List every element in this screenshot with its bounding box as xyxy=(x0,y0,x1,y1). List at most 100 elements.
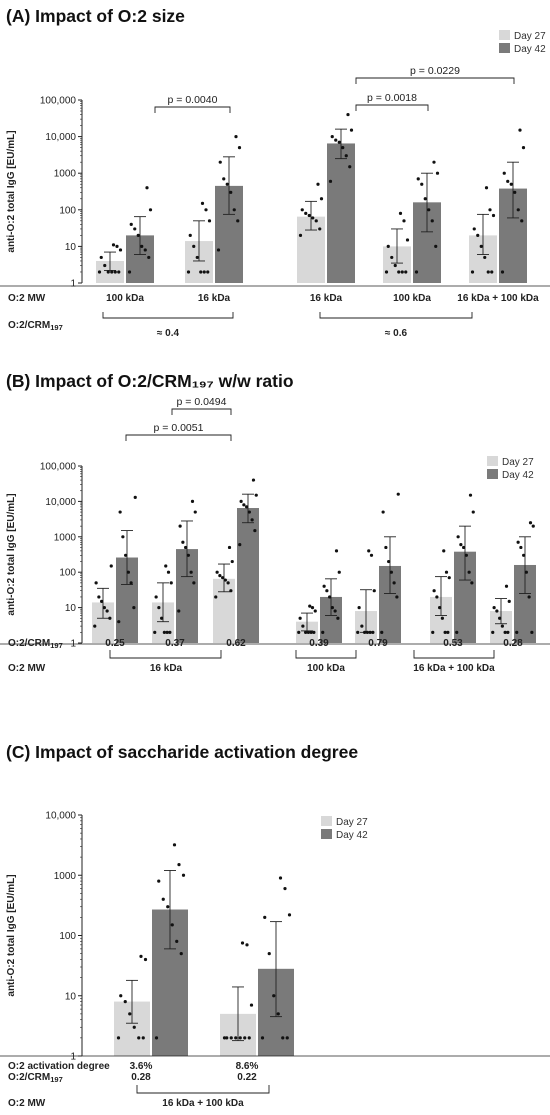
group-label: 16 kDa + 100 kDa xyxy=(457,293,539,304)
y-axis-label: anti-O:2 total IgG [EU/mL] xyxy=(6,493,17,615)
legend-label: Day 27 xyxy=(502,457,534,468)
p-value-label: p = 0.0229 xyxy=(410,65,460,77)
data-point xyxy=(484,186,489,190)
group-label: 16 kDa xyxy=(198,293,231,304)
data-point xyxy=(443,630,447,634)
data-point xyxy=(106,270,110,274)
panel-c-title: (C) Impact of saccharide activation degr… xyxy=(6,742,359,762)
row-label-ratio: O:2/CRM197 xyxy=(8,1072,63,1084)
data-point xyxy=(314,219,318,223)
bracket-label: 16 kDa + 100 kDa xyxy=(413,663,495,674)
data-point xyxy=(435,595,439,599)
data-point xyxy=(297,630,301,634)
legend-swatch xyxy=(499,30,510,40)
data-point xyxy=(232,208,236,212)
group-bracket xyxy=(109,650,222,659)
data-point xyxy=(397,270,401,274)
data-point xyxy=(321,630,325,634)
bracket-label: ≈ 0.6 xyxy=(385,328,408,339)
row-label-activation: O:2 activation degree xyxy=(8,1061,110,1072)
data-point xyxy=(308,604,312,608)
data-point xyxy=(337,140,341,144)
bracket-label: 16 kDa xyxy=(150,663,183,674)
data-point xyxy=(133,227,137,231)
group-label: 0.53 xyxy=(443,638,463,649)
data-point xyxy=(245,943,249,947)
bar xyxy=(454,551,476,643)
data-point xyxy=(124,553,128,557)
significance-bracket xyxy=(125,434,232,441)
data-point xyxy=(336,616,340,620)
group-label: 0.39 xyxy=(309,638,329,649)
data-point xyxy=(328,179,333,183)
data-point xyxy=(495,609,499,613)
data-point xyxy=(202,270,206,274)
data-point xyxy=(216,248,221,252)
data-point xyxy=(179,952,183,956)
data-point xyxy=(250,518,254,522)
bar xyxy=(92,602,114,643)
data-point xyxy=(254,493,258,497)
data-point xyxy=(126,570,130,574)
row-label-ratio: O:2/CRM197 xyxy=(8,320,63,332)
legend-label: Day 42 xyxy=(502,470,534,481)
group-bracket xyxy=(102,312,234,319)
data-point xyxy=(229,190,233,194)
y-tick-label: 10 xyxy=(65,242,77,253)
data-point xyxy=(470,270,475,274)
legend-label: Day 27 xyxy=(514,31,546,42)
data-point xyxy=(186,553,190,557)
data-point xyxy=(492,606,496,610)
data-point xyxy=(234,1036,238,1040)
data-point xyxy=(381,510,385,514)
data-point xyxy=(278,876,283,880)
data-point xyxy=(400,270,404,274)
y-axis-label: anti-O:2 total IgG [EU/mL] xyxy=(6,130,17,252)
data-point xyxy=(276,1012,280,1016)
data-point xyxy=(184,545,188,550)
data-point xyxy=(238,543,242,547)
data-point xyxy=(192,581,196,585)
y-tick-label: 10 xyxy=(65,991,77,1002)
y-tick-label: 1 xyxy=(70,1052,76,1063)
y-tick-label: 1 xyxy=(70,279,76,290)
data-point xyxy=(105,609,109,613)
data-point xyxy=(356,630,360,634)
data-point xyxy=(440,616,444,620)
data-point xyxy=(363,630,367,634)
data-point xyxy=(348,165,352,169)
data-point xyxy=(164,564,168,568)
data-point xyxy=(188,233,192,237)
data-point xyxy=(111,243,116,247)
data-point xyxy=(438,606,442,610)
data-point xyxy=(218,574,222,578)
data-point xyxy=(263,915,267,919)
data-point xyxy=(243,1036,247,1040)
data-point xyxy=(507,599,511,603)
data-point xyxy=(168,630,172,634)
data-point xyxy=(349,128,354,132)
legend-swatch xyxy=(321,829,332,839)
data-point xyxy=(384,270,389,274)
data-point xyxy=(319,197,324,201)
data-point xyxy=(145,186,149,190)
data-point xyxy=(121,535,125,539)
panel-a-title: (A) Impact of O:2 size xyxy=(6,6,185,26)
y-tick-label: 10,000 xyxy=(45,497,76,508)
bar xyxy=(213,578,235,643)
data-point xyxy=(462,545,466,550)
data-point xyxy=(498,616,502,620)
bar xyxy=(430,596,452,643)
data-point xyxy=(524,570,528,574)
data-point xyxy=(206,270,210,274)
data-point xyxy=(195,255,199,260)
data-point xyxy=(166,905,170,909)
data-point xyxy=(398,211,403,215)
data-point xyxy=(318,227,322,231)
data-point xyxy=(402,219,406,223)
data-point xyxy=(472,227,476,231)
data-point xyxy=(118,510,122,514)
data-point xyxy=(234,135,238,139)
significance-bracket xyxy=(154,106,231,113)
